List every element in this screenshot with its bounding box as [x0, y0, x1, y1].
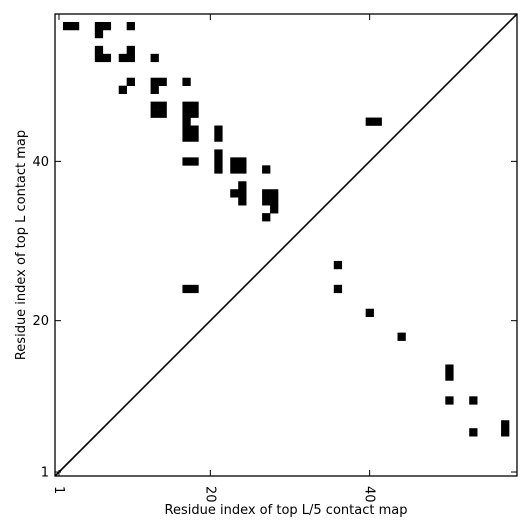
contact-cell-top-l: [182, 101, 191, 110]
x-tick-label: 1: [51, 486, 66, 494]
contact-cell-top-l: [214, 157, 223, 166]
contact-cell-top-l: [270, 189, 279, 198]
contact-cell-top-l5: [501, 428, 510, 437]
contact-cell-top-l: [62, 21, 72, 31]
contact-cell-top-l: [190, 101, 199, 110]
contact-cell-top-l: [182, 133, 191, 142]
contact-cell-top-l: [214, 149, 223, 158]
contact-cell-top-l5: [501, 420, 510, 429]
contact-cell-top-l: [158, 77, 167, 86]
contact-cell-top-l: [190, 125, 199, 134]
contact-cell-top-l: [238, 189, 247, 198]
contact-cell-top-l: [238, 165, 247, 174]
contact-cell-top-l: [102, 53, 112, 63]
diagonal-line: [54, 13, 518, 477]
contact-cell-top-l: [270, 197, 279, 206]
contact-cell-top-l5: [397, 332, 406, 341]
contact-cell-top-l5: [445, 396, 454, 405]
contact-cell-top-l: [150, 77, 159, 86]
contact-cell-top-l: [238, 197, 247, 206]
x-axis-label: Residue index of top L/5 contact map: [165, 503, 408, 518]
contact-cell-top-l: [102, 21, 112, 31]
contact-cell-top-l: [182, 77, 191, 86]
x-tick-label: 20: [202, 486, 217, 503]
contact-cell-top-l: [150, 101, 159, 110]
contact-cell-top-l: [182, 125, 191, 134]
contact-cell-top-l: [182, 109, 191, 118]
contact-cell-top-l: [230, 189, 239, 198]
contact-cell-top-l: [150, 53, 159, 63]
contact-cell-top-l5: [469, 428, 478, 437]
contact-cell-top-l5: [333, 284, 343, 294]
contact-cell-top-l5: [333, 260, 343, 270]
contact-cell-top-l: [158, 101, 167, 110]
x-tick-label: 40: [362, 486, 377, 503]
contact-cell-top-l: [262, 197, 271, 206]
contact-cell-top-l: [365, 117, 374, 126]
contact-cell-top-l: [214, 165, 223, 174]
contact-cell-top-l: [94, 21, 104, 31]
contact-cell-top-l: [182, 157, 191, 166]
contact-cell-top-l: [238, 181, 247, 190]
contact-cell-top-l: [150, 85, 159, 94]
contact-cell-top-l: [230, 157, 239, 166]
contact-cell-top-l: [214, 133, 223, 142]
contact-cells: [62, 21, 510, 437]
contact-cell-top-l: [70, 21, 80, 31]
contact-cell-top-l: [94, 29, 104, 39]
contact-cell-top-l: [118, 85, 127, 94]
y-tick-label: 40: [32, 155, 49, 170]
y-tick-label: 20: [32, 314, 49, 329]
contact-cell-top-l: [150, 109, 159, 118]
y-tick-label: 1: [41, 466, 49, 481]
contact-cell-top-l: [230, 165, 239, 174]
contact-cell-top-l: [94, 53, 104, 63]
contact-cell-top-l: [373, 117, 382, 126]
contact-cell-top-l: [262, 213, 271, 222]
axis-ticks: 1 20 40 1 20 40: [32, 14, 517, 503]
contact-cell-top-l: [126, 77, 135, 86]
contact-cell-top-l: [126, 45, 135, 55]
contact-cell-top-l: [190, 284, 199, 294]
y-axis-label: Residue index of top L contact map: [14, 130, 29, 360]
contact-cell-top-l: [126, 21, 135, 31]
contact-cell-top-l5: [365, 308, 374, 317]
contact-cell-top-l: [262, 165, 271, 174]
contact-cell-top-l5: [469, 396, 478, 405]
contact-cell-top-l: [94, 45, 104, 55]
contact-cell-top-l: [126, 53, 135, 63]
contact-cell-top-l: [182, 284, 191, 294]
contact-cell-top-l5: [445, 364, 454, 373]
contact-cell-top-l: [238, 157, 247, 166]
contact-cell-top-l: [262, 189, 271, 198]
contact-cell-top-l: [190, 157, 199, 166]
contact-cell-top-l: [214, 125, 223, 134]
contact-cell-top-l: [158, 109, 167, 118]
plot-frame: [54, 13, 518, 477]
contact-cell-top-l: [182, 117, 191, 126]
contact-cell-top-l: [190, 109, 199, 118]
contact-cell-top-l: [118, 53, 127, 63]
contact-cell-top-l: [190, 133, 199, 142]
contact-cell-top-l5: [445, 372, 454, 381]
contact-cell-top-l: [270, 205, 279, 214]
